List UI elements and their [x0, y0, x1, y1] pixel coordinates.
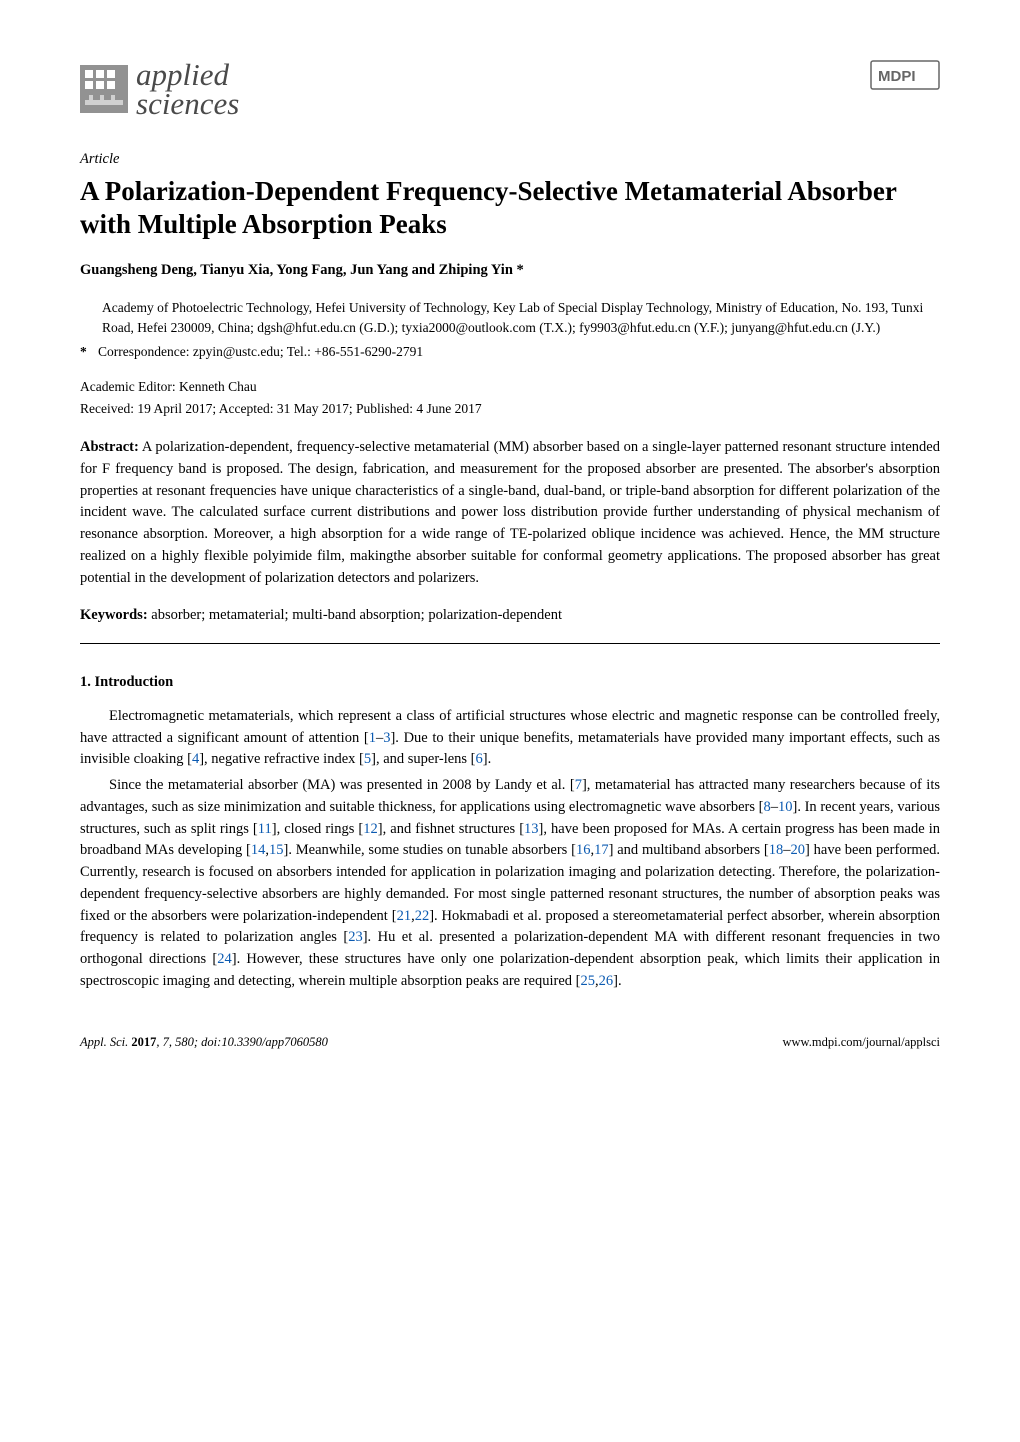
ref-link[interactable]: 6: [476, 751, 483, 767]
page-title: A Polarization-Dependent Frequency-Selec…: [80, 175, 940, 243]
body-paragraph-1: Electromagnetic metamaterials, which rep…: [80, 706, 940, 771]
body-paragraph-2: Since the metamaterial absorber (MA) was…: [80, 775, 940, 993]
svg-text:MDPI: MDPI: [878, 68, 916, 85]
ref-link[interactable]: 17: [594, 842, 609, 858]
ref-link[interactable]: 10: [778, 799, 793, 815]
abstract: Abstract: A polarization-dependent, freq…: [80, 437, 940, 589]
ref-link[interactable]: 26: [599, 973, 614, 989]
ref-link[interactable]: 24: [217, 951, 232, 967]
page-footer: Appl. Sci. 2017, 7, 580; doi:10.3390/app…: [80, 1033, 940, 1052]
ref-link[interactable]: 13: [524, 821, 539, 837]
footer-url[interactable]: www.mdpi.com/journal/applsci: [783, 1035, 941, 1049]
ref-link[interactable]: 23: [348, 929, 363, 945]
authors-line: Guangsheng Deng, Tianyu Xia, Yong Fang, …: [80, 260, 940, 282]
editor-line: Academic Editor: Kenneth Chau: [80, 377, 940, 397]
ref-link[interactable]: 11: [258, 821, 272, 837]
journal-name: applied sciences: [136, 60, 239, 119]
ref-link[interactable]: 25: [580, 973, 595, 989]
journal-word1: applied: [136, 60, 239, 89]
mdpi-logo-icon: MDPI: [870, 60, 940, 90]
footer-journal: Appl. Sci.: [80, 1035, 131, 1049]
ref-link[interactable]: 8: [763, 799, 770, 815]
ref-link[interactable]: 15: [269, 842, 284, 858]
abstract-text: A polarization-dependent, frequency-sele…: [80, 439, 940, 586]
ref-link[interactable]: 22: [415, 908, 430, 924]
footer-right: www.mdpi.com/journal/applsci: [783, 1033, 941, 1052]
correspondence-text: Correspondence: zpyin@ustc.edu; Tel.: +8…: [98, 344, 423, 359]
journal-logo: applied sciences: [80, 60, 239, 119]
footer-year: 2017: [131, 1035, 156, 1049]
keywords-text: absorber; metamaterial; multi-band absor…: [148, 607, 562, 623]
applied-sciences-icon: [80, 65, 128, 113]
abstract-label: Abstract:: [80, 439, 139, 455]
keywords-label: Keywords:: [80, 607, 148, 623]
ref-link[interactable]: 12: [363, 821, 378, 837]
ref-link[interactable]: 14: [251, 842, 266, 858]
correspondence-marker: *: [80, 342, 98, 362]
journal-word2: sciences: [136, 89, 239, 118]
header-row: applied sciences MDPI: [80, 60, 940, 119]
ref-link[interactable]: 20: [791, 842, 806, 858]
footer-left: Appl. Sci. 2017, 7, 580; doi:10.3390/app…: [80, 1033, 328, 1052]
ref-link[interactable]: 1: [369, 730, 376, 746]
ref-link[interactable]: 7: [575, 777, 582, 793]
correspondence-line: *Correspondence: zpyin@ustc.edu; Tel.: +…: [80, 342, 940, 362]
horizontal-rule: [80, 643, 940, 644]
footer-rest: , 7, 580; doi:10.3390/app7060580: [156, 1035, 328, 1049]
article-type: Article: [80, 149, 940, 171]
keywords: Keywords: absorber; metamaterial; multi-…: [80, 605, 940, 627]
affiliation: Academy of Photoelectric Technology, Hef…: [102, 298, 940, 339]
dates-line: Received: 19 April 2017; Accepted: 31 Ma…: [80, 399, 940, 419]
ref-link[interactable]: 18: [769, 842, 784, 858]
ref-link[interactable]: 16: [576, 842, 591, 858]
section-heading: 1. Introduction: [80, 672, 940, 694]
ref-link[interactable]: 21: [397, 908, 412, 924]
